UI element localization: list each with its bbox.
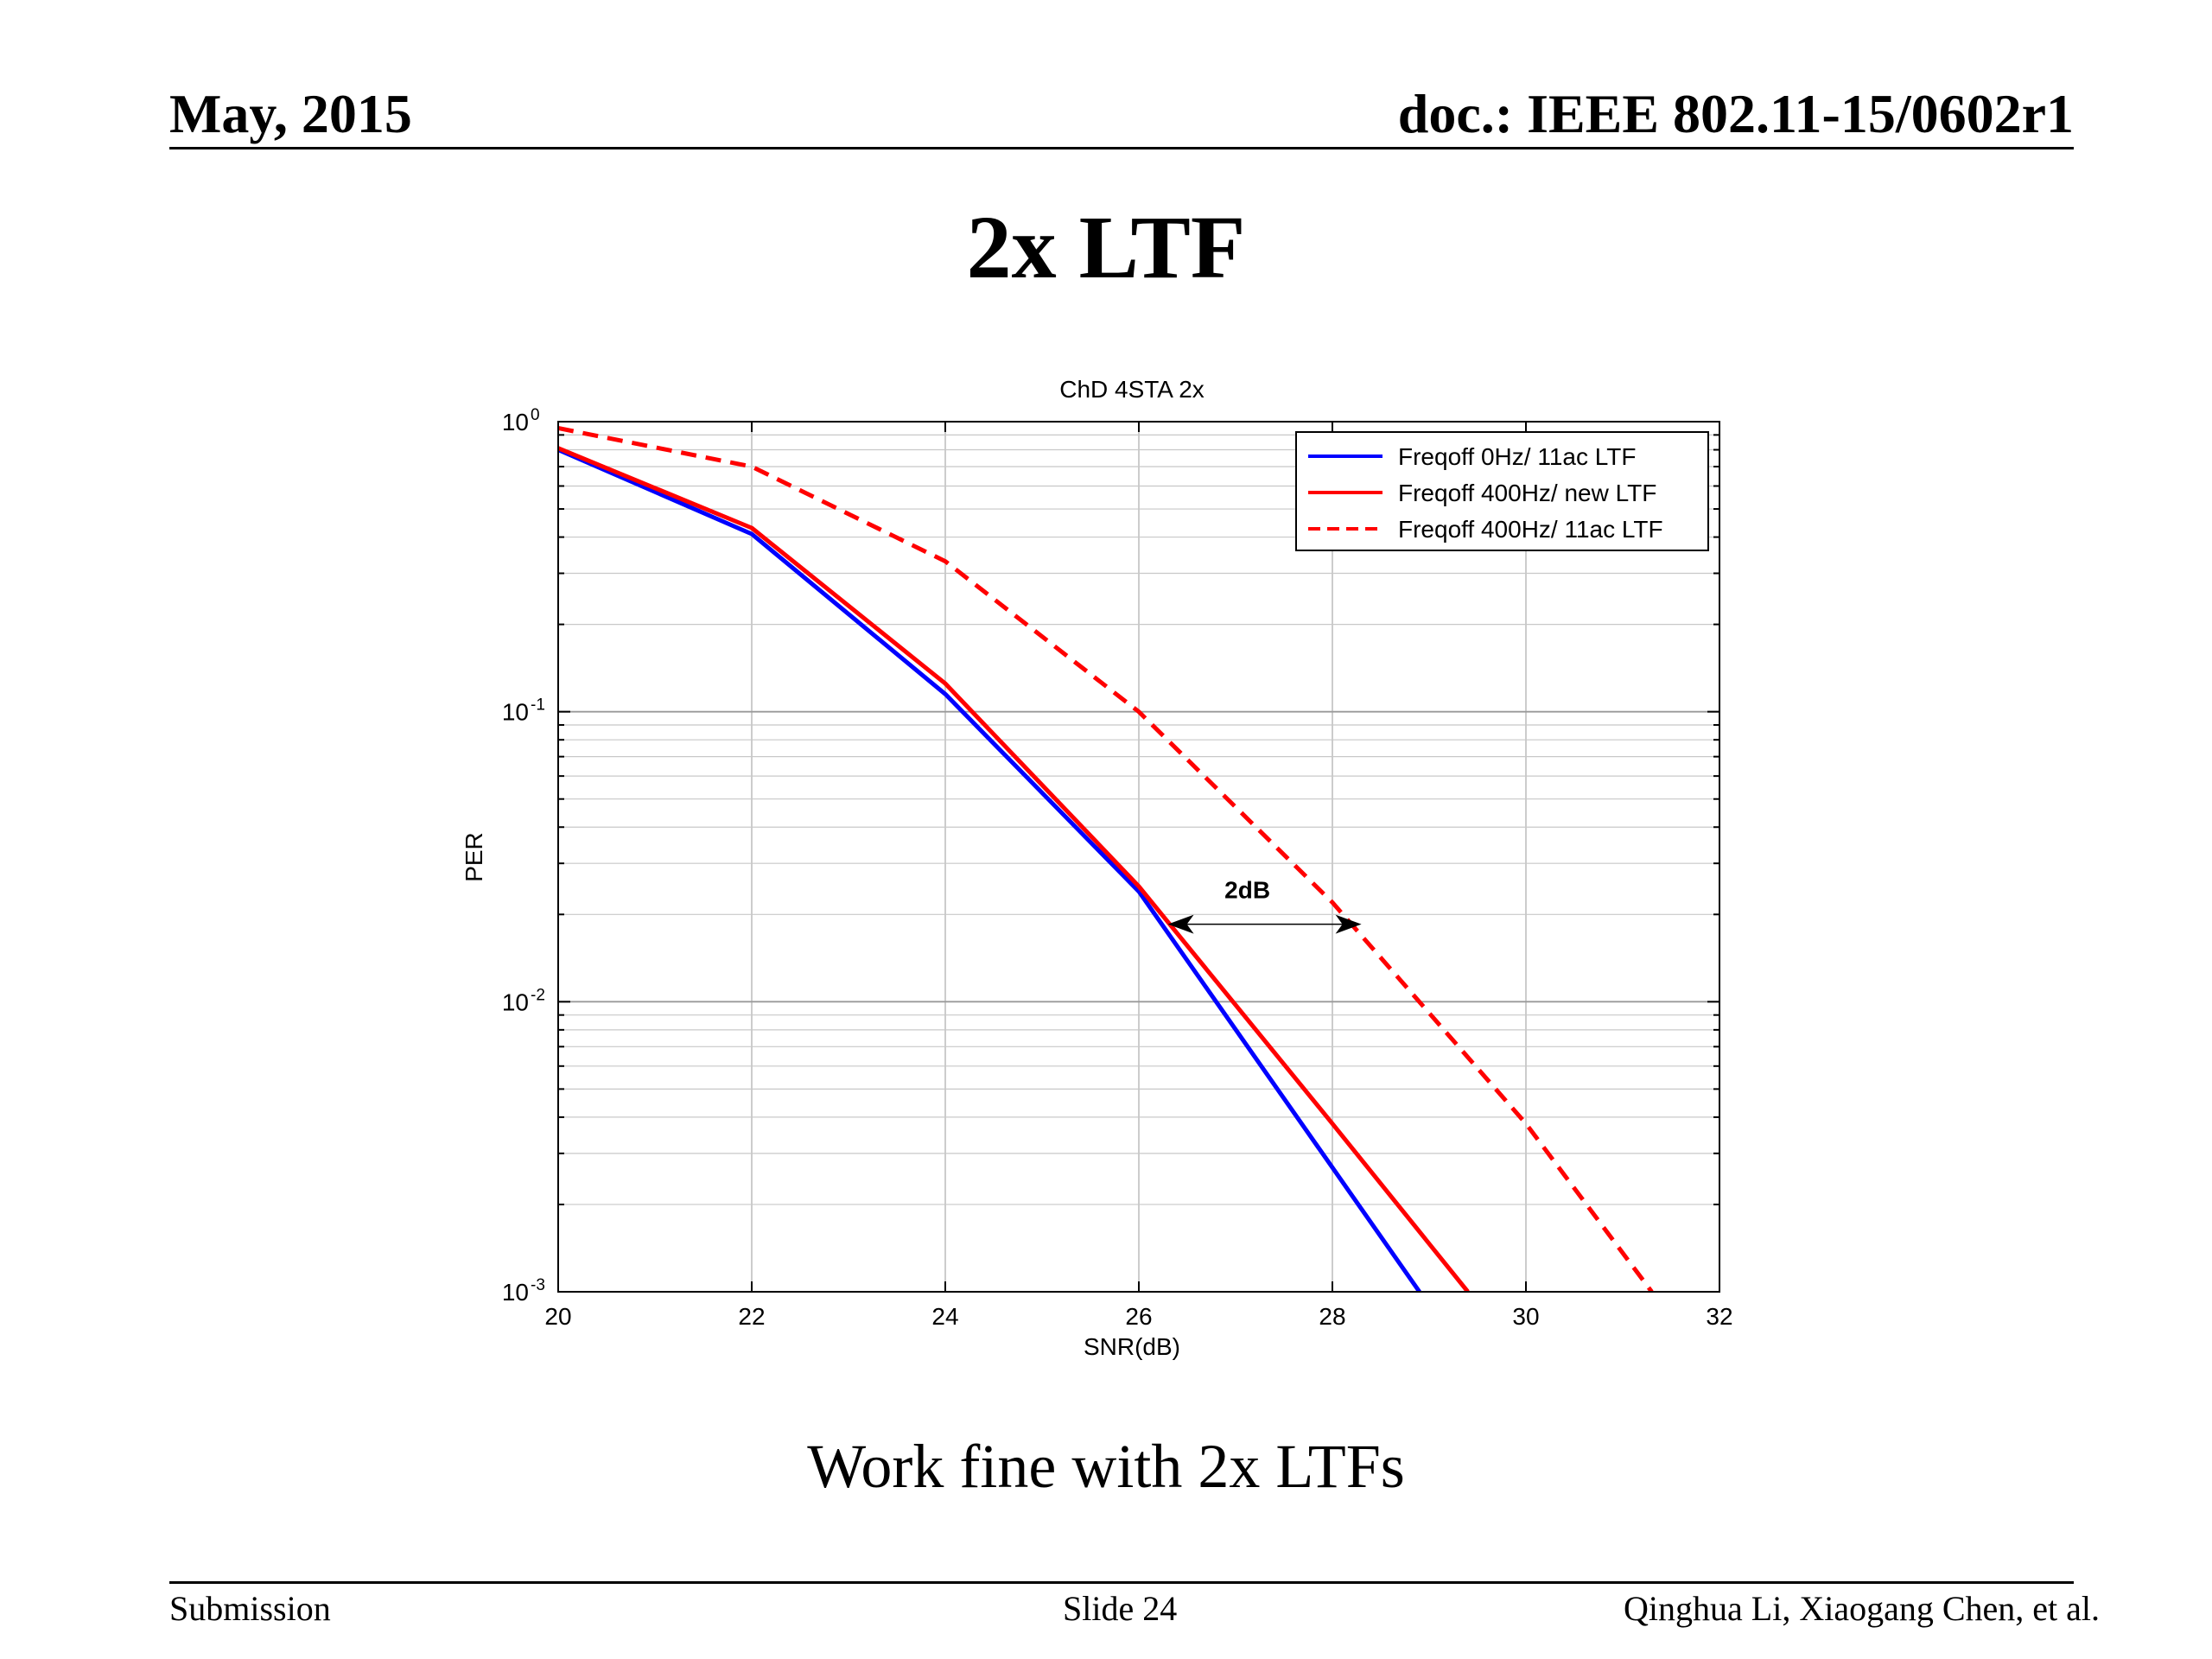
- annotation-arrowhead-right: [1335, 914, 1362, 934]
- plot-frame: [557, 421, 1720, 1293]
- y-tick-label: 10: [502, 699, 529, 726]
- chart-title: ChD 4STA 2x: [1059, 376, 1205, 403]
- y-tick-label: 10: [502, 1279, 529, 1306]
- annotation-2db: 2dB: [1167, 877, 1362, 934]
- legend-label-3: Freqoff 400Hz/ 11ac LTF: [1398, 516, 1663, 543]
- x-tick-label: 32: [1706, 1303, 1732, 1330]
- series-line-3: [558, 426, 1654, 1292]
- y-tick-exponent: -2: [531, 986, 545, 1004]
- annotation-arrowhead-left: [1167, 914, 1194, 934]
- x-tick-label: 22: [738, 1303, 765, 1330]
- x-tick-label: 28: [1319, 1303, 1345, 1330]
- x-tick-label: 26: [1125, 1303, 1152, 1330]
- y-tick-exponent: -1: [531, 696, 545, 715]
- annotation-label: 2dB: [1224, 877, 1270, 904]
- legend-label-2: Freqoff 400Hz/ new LTF: [1398, 480, 1656, 506]
- y-tick-exponent: 0: [531, 406, 540, 424]
- footer-submission: Submission: [169, 1589, 331, 1628]
- y-tick-label: 10: [502, 409, 529, 435]
- slide-title: 2x LTF: [966, 198, 1246, 297]
- x-tick-label: 20: [544, 1303, 571, 1330]
- y-tick-label: 10: [502, 988, 529, 1015]
- header-doc-id: doc.: IEEE 802.11-15/0602r1: [1397, 83, 2074, 144]
- y-axis-label: PER: [461, 832, 487, 882]
- footer-rule: [169, 1581, 2074, 1584]
- legend-label-1: Freqoff 0Hz/ 11ac LTF: [1398, 443, 1636, 470]
- header-date: May, 2015: [169, 83, 412, 144]
- slide-caption: Work fine with 2x LTFs: [807, 1432, 1405, 1501]
- footer-authors: Qinghua Li, Xiaogang Chen, et al.: [1624, 1589, 2100, 1628]
- x-axis-label: SNR(dB): [1084, 1333, 1180, 1360]
- x-tick-label: 30: [1512, 1303, 1539, 1330]
- series-lines: [558, 426, 1654, 1292]
- series-line-2: [558, 446, 1470, 1292]
- series-line-1: [558, 448, 1421, 1292]
- x-tick-label: 24: [931, 1303, 958, 1330]
- footer-slide-number: Slide 24: [1063, 1589, 1178, 1628]
- y-tick-exponent: -3: [531, 1276, 545, 1294]
- legend: Freqoff 0Hz/ 11ac LTF Freqoff 400Hz/ new …: [1295, 431, 1709, 551]
- header-rule: [169, 147, 2074, 149]
